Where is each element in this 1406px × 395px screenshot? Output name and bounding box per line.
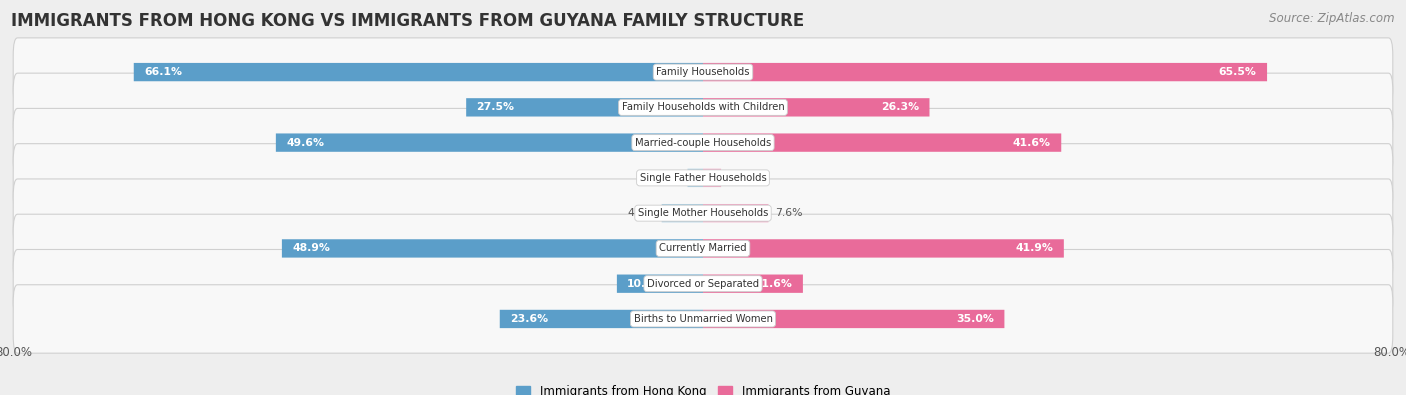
Text: 35.0%: 35.0% — [956, 314, 994, 324]
Legend: Immigrants from Hong Kong, Immigrants from Guyana: Immigrants from Hong Kong, Immigrants fr… — [512, 380, 894, 395]
FancyBboxPatch shape — [13, 73, 1393, 141]
Text: IMMIGRANTS FROM HONG KONG VS IMMIGRANTS FROM GUYANA FAMILY STRUCTURE: IMMIGRANTS FROM HONG KONG VS IMMIGRANTS … — [11, 12, 804, 30]
FancyBboxPatch shape — [281, 239, 703, 258]
Text: 23.6%: 23.6% — [510, 314, 548, 324]
FancyBboxPatch shape — [13, 179, 1393, 247]
Text: 41.6%: 41.6% — [1012, 137, 1050, 148]
FancyBboxPatch shape — [703, 134, 1062, 152]
Text: Single Mother Households: Single Mother Households — [638, 208, 768, 218]
FancyBboxPatch shape — [703, 275, 803, 293]
Text: Currently Married: Currently Married — [659, 243, 747, 254]
FancyBboxPatch shape — [13, 214, 1393, 283]
FancyBboxPatch shape — [688, 169, 703, 187]
FancyBboxPatch shape — [499, 310, 703, 328]
FancyBboxPatch shape — [703, 63, 1267, 81]
FancyBboxPatch shape — [703, 204, 769, 222]
FancyBboxPatch shape — [703, 239, 1064, 258]
Text: 10.0%: 10.0% — [627, 279, 665, 289]
FancyBboxPatch shape — [13, 250, 1393, 318]
Text: Single Father Households: Single Father Households — [640, 173, 766, 183]
FancyBboxPatch shape — [13, 285, 1393, 353]
FancyBboxPatch shape — [662, 204, 703, 222]
Text: Family Households with Children: Family Households with Children — [621, 102, 785, 112]
FancyBboxPatch shape — [703, 98, 929, 117]
Text: 27.5%: 27.5% — [477, 102, 515, 112]
Text: 49.6%: 49.6% — [287, 137, 325, 148]
Text: 1.8%: 1.8% — [654, 173, 681, 183]
Text: 66.1%: 66.1% — [143, 67, 183, 77]
Text: Family Households: Family Households — [657, 67, 749, 77]
FancyBboxPatch shape — [703, 169, 721, 187]
Text: 26.3%: 26.3% — [882, 102, 920, 112]
Text: 4.8%: 4.8% — [627, 208, 655, 218]
FancyBboxPatch shape — [467, 98, 703, 117]
FancyBboxPatch shape — [276, 134, 703, 152]
Text: 11.6%: 11.6% — [755, 279, 793, 289]
Text: Births to Unmarried Women: Births to Unmarried Women — [634, 314, 772, 324]
Text: 2.1%: 2.1% — [728, 173, 755, 183]
Text: 48.9%: 48.9% — [292, 243, 330, 254]
Text: Married-couple Households: Married-couple Households — [636, 137, 770, 148]
Text: 65.5%: 65.5% — [1219, 67, 1257, 77]
Text: 7.6%: 7.6% — [775, 208, 803, 218]
FancyBboxPatch shape — [134, 63, 703, 81]
FancyBboxPatch shape — [13, 144, 1393, 212]
FancyBboxPatch shape — [617, 275, 703, 293]
Text: 41.9%: 41.9% — [1015, 243, 1053, 254]
FancyBboxPatch shape — [13, 108, 1393, 177]
FancyBboxPatch shape — [703, 310, 1004, 328]
Text: Divorced or Separated: Divorced or Separated — [647, 279, 759, 289]
Text: Source: ZipAtlas.com: Source: ZipAtlas.com — [1270, 12, 1395, 25]
FancyBboxPatch shape — [13, 38, 1393, 106]
